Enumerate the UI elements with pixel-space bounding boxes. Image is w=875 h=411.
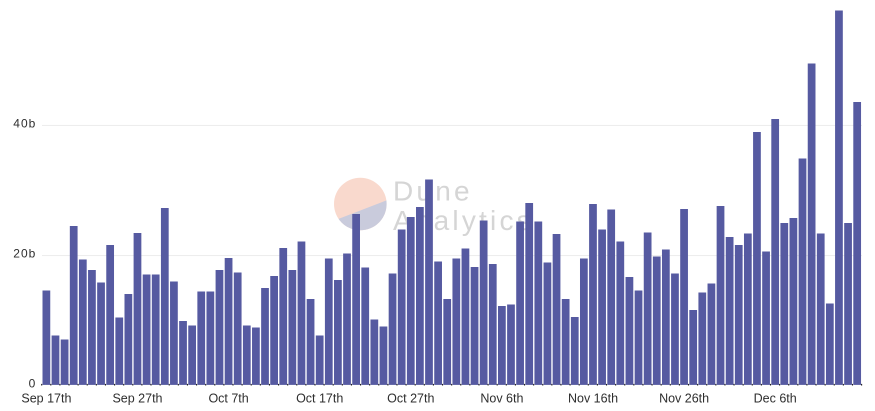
svg-text:40b: 40b xyxy=(13,117,36,131)
svg-text:Nov 26th: Nov 26th xyxy=(659,392,709,406)
svg-text:Nov 6th: Nov 6th xyxy=(480,392,523,406)
svg-text:Oct 17th: Oct 17th xyxy=(296,392,343,406)
svg-text:Sep 17th: Sep 17th xyxy=(21,392,71,406)
svg-text:Oct 27th: Oct 27th xyxy=(387,392,434,406)
svg-text:0: 0 xyxy=(29,377,37,391)
svg-text:Dune: Dune xyxy=(393,176,473,207)
svg-text:Nov 16th: Nov 16th xyxy=(568,392,618,406)
svg-text:20b: 20b xyxy=(13,247,36,261)
svg-text:Analytics: Analytics xyxy=(393,205,534,236)
svg-text:Dec 6th: Dec 6th xyxy=(754,392,797,406)
svg-text:Sep 27th: Sep 27th xyxy=(112,392,162,406)
svg-text:Oct 7th: Oct 7th xyxy=(208,392,248,406)
